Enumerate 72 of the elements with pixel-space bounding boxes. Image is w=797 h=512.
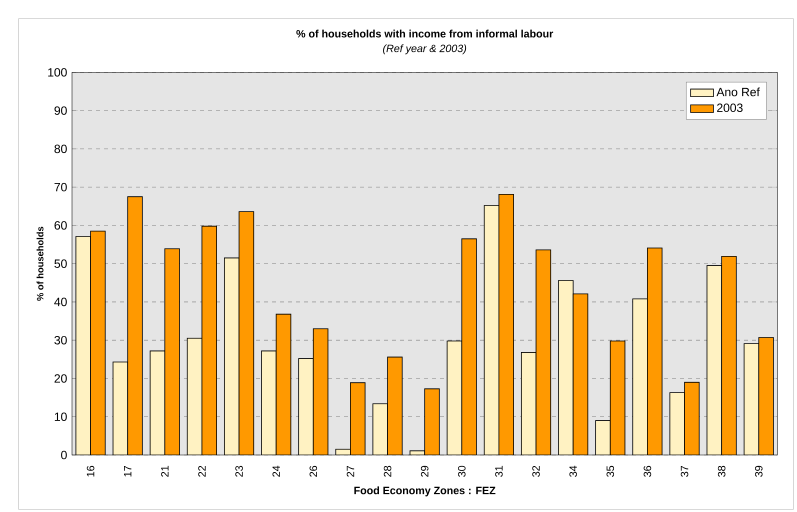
x-tick-label: 38	[718, 466, 726, 477]
x-tick-label: 24	[272, 466, 280, 477]
bar	[298, 358, 314, 455]
bar	[76, 236, 91, 455]
y-tick-label: 80	[54, 144, 67, 154]
x-tick-label: 39	[755, 466, 763, 477]
y-tick-label: 60	[54, 221, 67, 230]
bar	[669, 392, 685, 455]
y-tick-label: 40	[54, 298, 67, 306]
bar	[276, 314, 292, 455]
bar	[164, 248, 180, 455]
x-tick-label: 27	[346, 466, 354, 477]
x-tick-label: 37	[680, 466, 688, 477]
x-tick-label: 34	[569, 466, 577, 477]
bar	[202, 226, 217, 455]
y-tick-label: 20	[54, 374, 67, 383]
y-tick-label: 0	[61, 450, 67, 460]
bar	[261, 350, 277, 455]
bar	[572, 293, 588, 455]
x-tick-label: 22	[198, 466, 206, 477]
y-tick-label: 90	[54, 106, 67, 115]
bar	[632, 298, 648, 455]
bar	[224, 258, 240, 455]
chart-title: % of households with income from informal labour	[296, 30, 554, 38]
bar	[112, 362, 128, 455]
x-tick-label: 28	[384, 466, 392, 477]
bar	[461, 238, 477, 455]
x-tick-label: 30	[458, 466, 466, 477]
bar	[484, 206, 499, 455]
x-tick-label: 36	[644, 466, 652, 477]
y-tick-label: 10	[54, 412, 67, 421]
bar	[127, 196, 143, 455]
bar	[372, 403, 388, 455]
bar	[721, 256, 737, 455]
legend-label: Ano Ref	[716, 88, 760, 96]
bar	[350, 382, 366, 455]
x-tick-label: 32	[532, 466, 540, 477]
bar	[610, 340, 626, 455]
y-tick-label: 30	[54, 336, 67, 344]
x-tick-label: 31	[495, 466, 503, 477]
bar	[150, 350, 166, 455]
bar	[595, 420, 611, 455]
x-axis-title: Food Economy Zones : FEZ	[354, 486, 496, 496]
y-tick-label: 50	[54, 259, 67, 268]
x-tick-label: 23	[235, 466, 243, 477]
bar	[758, 337, 774, 455]
x-tick-label: 29	[420, 466, 428, 477]
bar	[186, 338, 202, 455]
x-tick-label: 21	[161, 466, 169, 477]
bar	[90, 230, 106, 455]
bar	[238, 211, 254, 455]
x-tick-label: 35	[606, 466, 614, 477]
bar	[684, 382, 700, 455]
bar	[446, 340, 462, 455]
bar	[706, 265, 722, 455]
bar	[387, 356, 403, 455]
bar	[520, 352, 536, 455]
bar	[536, 249, 552, 455]
y-tick-label: 100	[48, 68, 67, 77]
y-axis-title: % of households	[36, 226, 44, 301]
bar	[744, 343, 760, 455]
x-tick-label: 26	[310, 466, 318, 477]
y-tick-label: 70	[54, 182, 67, 192]
bar	[647, 248, 662, 455]
bar	[424, 388, 440, 455]
x-tick-label: 16	[86, 466, 94, 476]
chart-subtitle: (Ref year & 2003)	[383, 44, 466, 54]
bar	[312, 328, 328, 455]
x-tick-label: 17	[124, 466, 132, 476]
bar	[498, 194, 514, 455]
bar	[558, 280, 574, 455]
legend-label: 2003	[717, 104, 743, 112]
